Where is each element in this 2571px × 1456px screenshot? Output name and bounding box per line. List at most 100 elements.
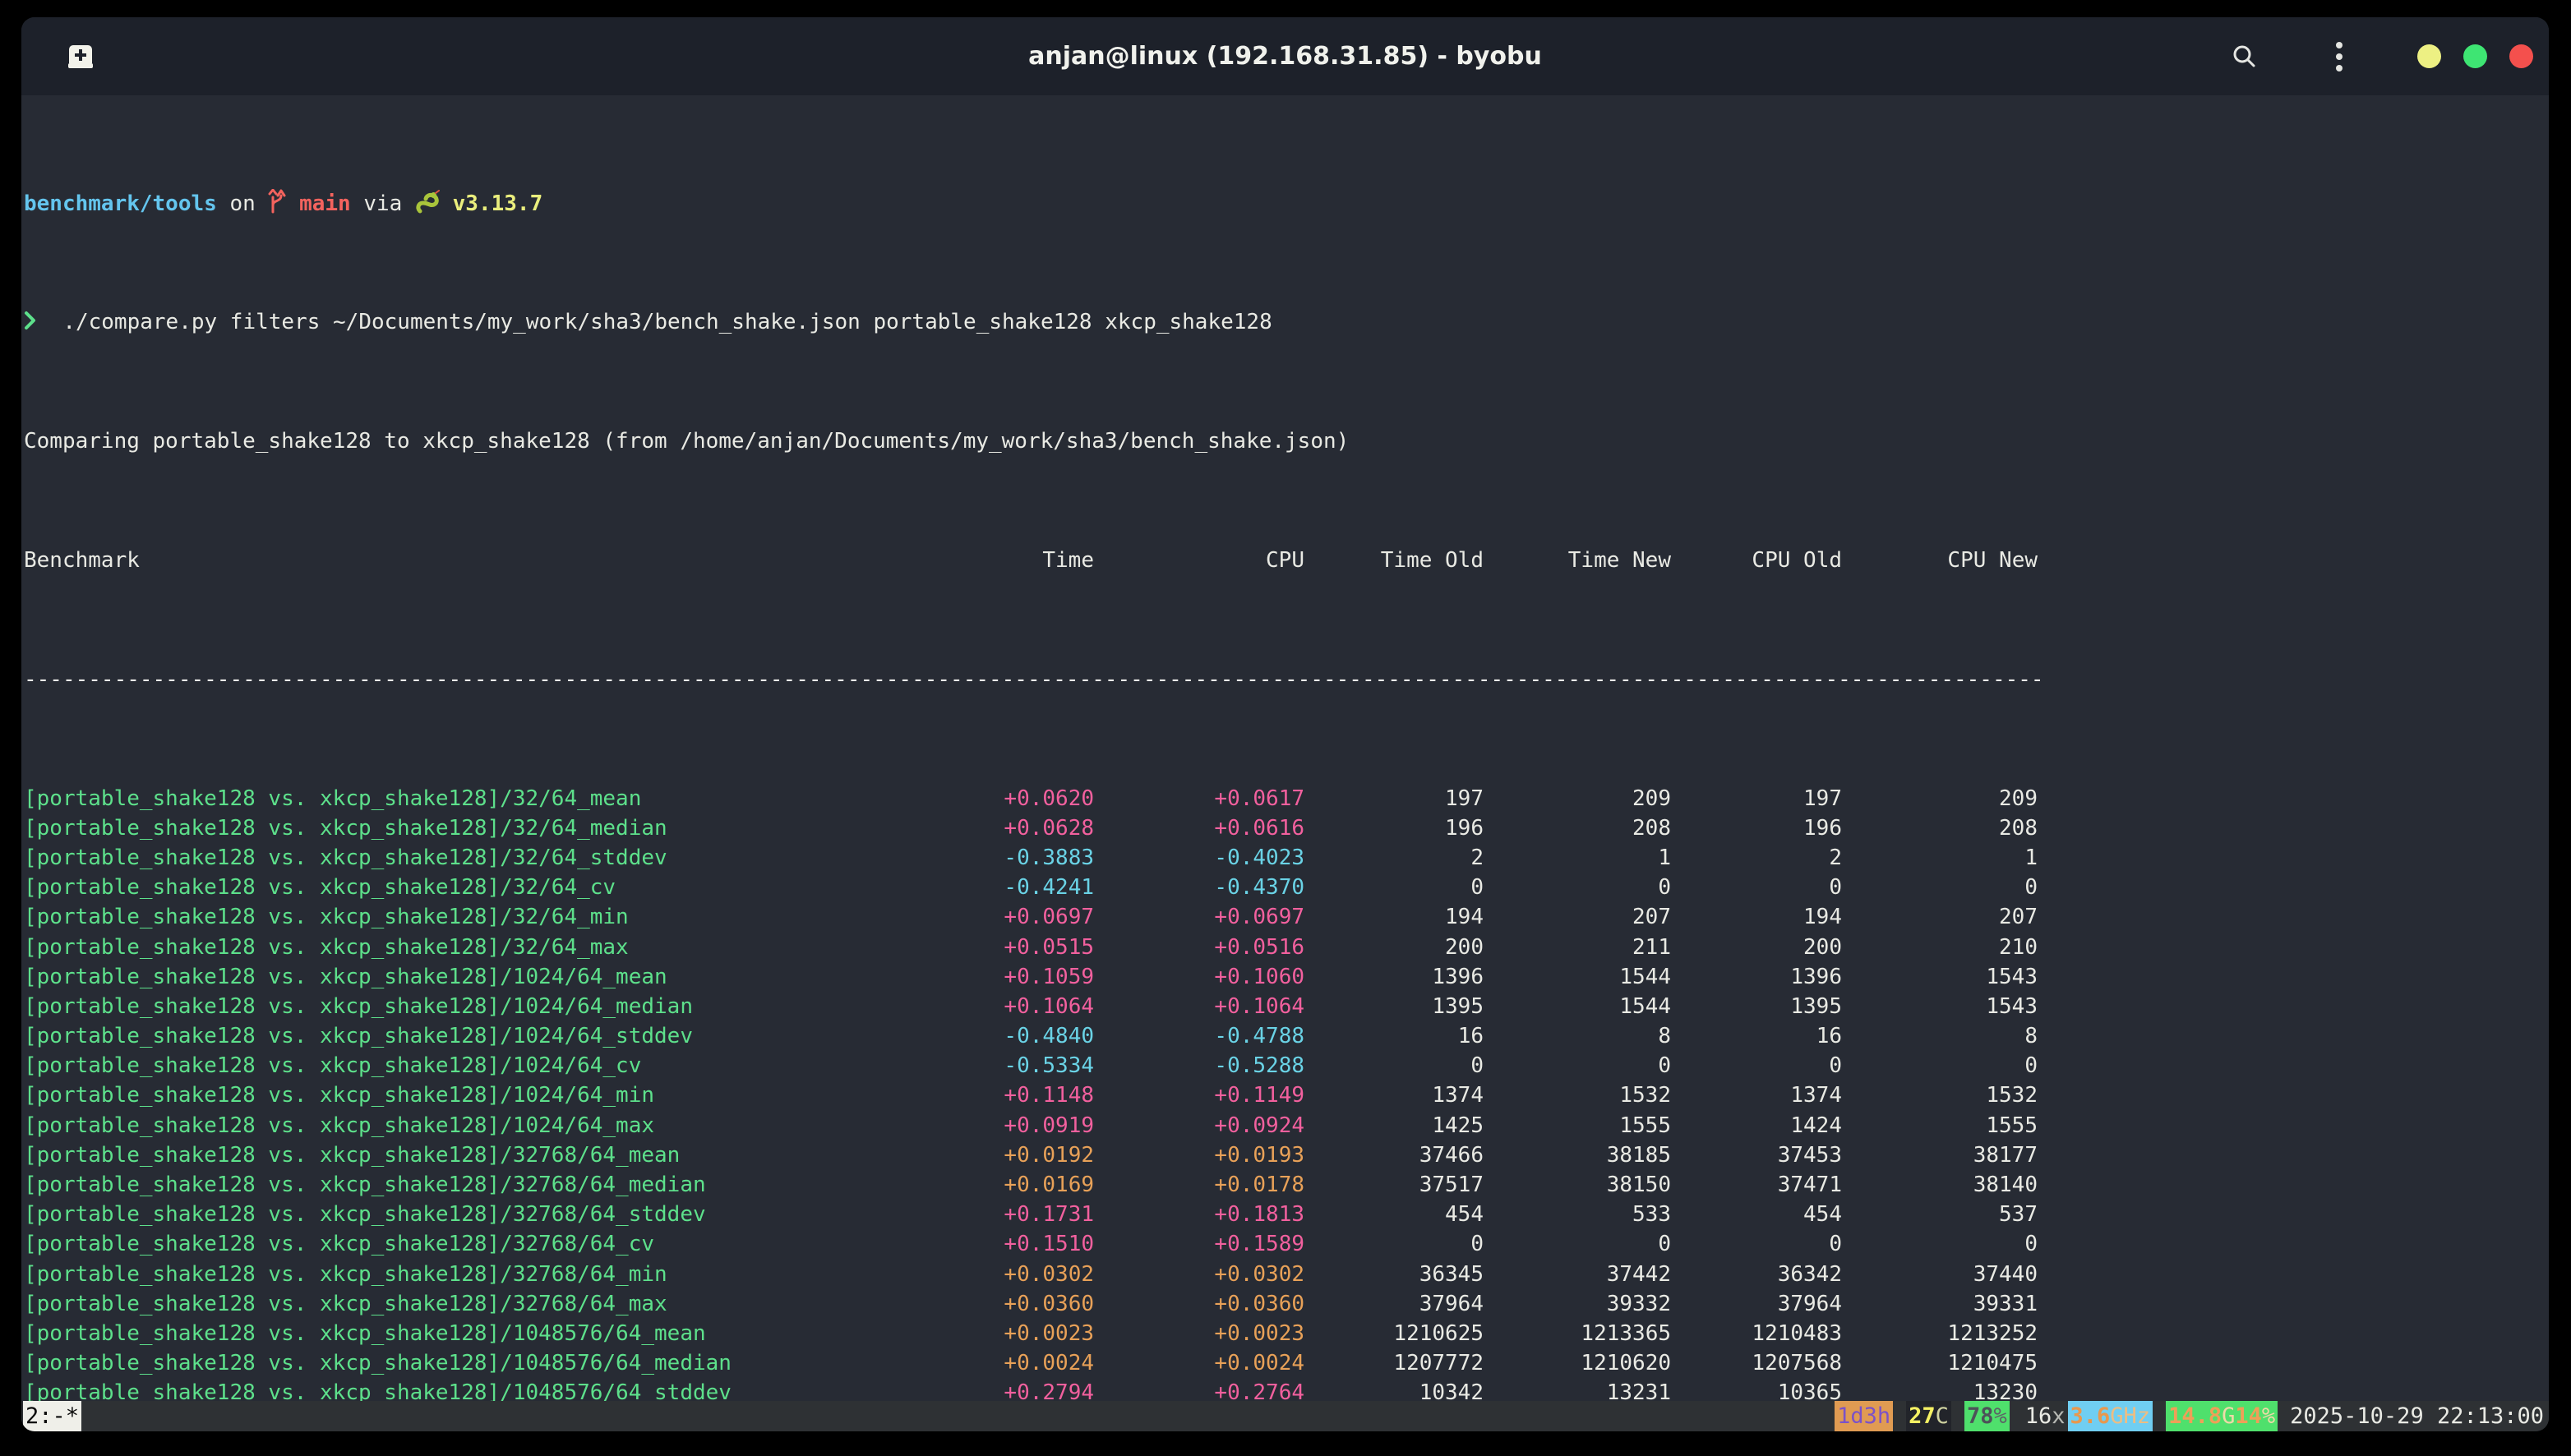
- cpu-diff: +0.0023: [1214, 1320, 1304, 1346]
- time-diff: +0.0024: [1004, 1351, 1094, 1376]
- table-row: [portable_shake128 vs. xkcp_shake128]/10…: [24, 992, 2549, 1021]
- time-old: 196: [1445, 815, 1484, 841]
- time-diff: +0.2794: [1004, 1380, 1094, 1401]
- close-button[interactable]: [2509, 44, 2533, 68]
- cpu-new: 1: [2024, 845, 2038, 870]
- time-old: 1374: [1432, 1083, 1484, 1108]
- prompt-directory: benchmark/tools: [24, 191, 217, 216]
- time-old: 194: [1445, 905, 1484, 930]
- titlebar: anjan@linux (192.168.31.85) - byobu: [21, 17, 2549, 95]
- time-diff: +0.1731: [1004, 1202, 1094, 1228]
- cpu-diff: +0.0360: [1214, 1291, 1304, 1316]
- time-new: 38185: [1606, 1142, 1671, 1168]
- maximize-button[interactable]: [2463, 44, 2487, 68]
- cpu-diff: +0.0178: [1214, 1173, 1304, 1198]
- cpu-count-indicator: 16x: [2024, 1403, 2066, 1429]
- cpu-old: 196: [1803, 815, 1842, 841]
- benchmark-name: [portable_shake128 vs. xkcp_shake128]/32…: [24, 905, 629, 930]
- time-diff: +0.0360: [1004, 1291, 1094, 1316]
- cpu-diff: -0.4788: [1214, 1024, 1304, 1049]
- prompt-on-word: on: [229, 191, 256, 216]
- search-button[interactable]: [2228, 40, 2261, 73]
- python-version: v3.13.7: [452, 191, 543, 216]
- cpu-old: 1424: [1790, 1113, 1842, 1138]
- menu-button[interactable]: [2323, 40, 2356, 73]
- session-indicator[interactable]: 2:-*: [23, 1401, 82, 1431]
- table-row: [portable_shake128 vs. xkcp_shake128]/10…: [24, 1348, 2549, 1378]
- time-new: 1213365: [1581, 1320, 1671, 1346]
- col-time: Time: [1042, 548, 1094, 573]
- cpu-diff: +0.1064: [1214, 993, 1304, 1019]
- time-new: 1210620: [1581, 1351, 1671, 1376]
- time-new: 1544: [1619, 964, 1671, 989]
- time-old: 200: [1445, 934, 1484, 960]
- cpu-old: 1396: [1790, 964, 1842, 989]
- cpu-diff: -0.4370: [1214, 875, 1304, 901]
- search-icon: [2233, 45, 2255, 67]
- cpu-old: 10365: [1777, 1380, 1842, 1401]
- time-old: 0: [1470, 1232, 1484, 1257]
- minimize-button[interactable]: [2417, 44, 2441, 68]
- cpu-new: 1213252: [1947, 1320, 2038, 1346]
- benchmark-name: [portable_shake128 vs. xkcp_shake128]/10…: [24, 1113, 655, 1138]
- cpu-new: 1543: [1986, 993, 2038, 1019]
- table-header-row: Benchmark Time CPU Time Old Time New CPU…: [24, 546, 2549, 575]
- time-new: 207: [1632, 905, 1671, 930]
- benchmark-name: [portable_shake128 vs. xkcp_shake128]/32…: [24, 845, 667, 870]
- cpu-diff: +0.0617: [1214, 786, 1304, 811]
- cpu-new: 13230: [1973, 1380, 2038, 1401]
- time-diff: +0.1059: [1004, 964, 1094, 989]
- time-new: 533: [1632, 1202, 1671, 1228]
- cpu-diff: +0.0302: [1214, 1261, 1304, 1287]
- table-row: [portable_shake128 vs. xkcp_shake128]/10…: [24, 1021, 2549, 1051]
- cpu-diff: +0.2764: [1214, 1380, 1304, 1401]
- prompt-chevron-icon: [25, 311, 35, 330]
- table-row: [portable_shake128 vs. xkcp_shake128]/32…: [24, 902, 2549, 932]
- cpu-old: 0: [1829, 875, 1842, 901]
- cpu-old: 1210483: [1752, 1320, 1842, 1346]
- benchmark-name: [portable_shake128 vs. xkcp_shake128]/10…: [24, 993, 693, 1019]
- time-old: 1210625: [1393, 1320, 1484, 1346]
- cpu-new: 1532: [1986, 1083, 2038, 1108]
- cpu-new: 1210475: [1947, 1351, 2038, 1376]
- battery-indicator: 78%: [1964, 1401, 2010, 1431]
- benchmark-name: [portable_shake128 vs. xkcp_shake128]/10…: [24, 1083, 655, 1108]
- git-branch-name: main: [299, 191, 351, 216]
- time-diff: +0.0302: [1004, 1261, 1094, 1287]
- cpu-old: 16: [1816, 1024, 1842, 1049]
- cpu-new: 537: [1999, 1202, 2038, 1228]
- cpu-new: 0: [2024, 1053, 2038, 1079]
- time-old: 2: [1470, 845, 1484, 870]
- cpu-old: 37471: [1777, 1173, 1842, 1198]
- table-row: [portable_shake128 vs. xkcp_shake128]/10…: [24, 1111, 2549, 1140]
- time-diff: +0.1510: [1004, 1232, 1094, 1257]
- cpu-diff: -0.4023: [1214, 845, 1304, 870]
- time-diff: -0.4241: [1004, 875, 1094, 901]
- table-row: [portable_shake128 vs. xkcp_shake128]/32…: [24, 1170, 2549, 1200]
- cpu-new: 38177: [1973, 1142, 2038, 1168]
- memory-indicator: 14.8G14%: [2166, 1401, 2278, 1431]
- col-cpu-old: CPU Old: [1752, 548, 1842, 573]
- cpu-new: 8: [2024, 1024, 2038, 1049]
- cpu-old: 1207568: [1752, 1351, 1842, 1376]
- new-tab-icon: [68, 44, 93, 68]
- table-row: [portable_shake128 vs. xkcp_shake128]/10…: [24, 962, 2549, 992]
- table-rows: [portable_shake128 vs. xkcp_shake128]/32…: [24, 784, 2549, 1401]
- cpu-new: 37440: [1973, 1261, 2038, 1287]
- cpu-new: 207: [1999, 905, 2038, 930]
- benchmark-name: [portable_shake128 vs. xkcp_shake128]/32…: [24, 875, 616, 901]
- time-diff: -0.4840: [1004, 1024, 1094, 1049]
- cpu-old: 194: [1803, 905, 1842, 930]
- time-new: 8: [1658, 1024, 1671, 1049]
- cpu-old: 454: [1803, 1202, 1842, 1228]
- cpu-diff: -0.5288: [1214, 1053, 1304, 1079]
- table-row: [portable_shake128 vs. xkcp_shake128]/32…: [24, 1229, 2549, 1259]
- time-diff: +0.0919: [1004, 1113, 1094, 1138]
- terminal-content[interactable]: benchmark/tools on main via v3.13.7 ./co…: [21, 95, 2549, 1401]
- time-old: 16: [1457, 1024, 1484, 1049]
- time-diff: +0.0192: [1004, 1142, 1094, 1168]
- time-old: 36345: [1419, 1261, 1484, 1287]
- cpu-diff: +0.0616: [1214, 815, 1304, 841]
- new-tab-button[interactable]: [64, 40, 97, 73]
